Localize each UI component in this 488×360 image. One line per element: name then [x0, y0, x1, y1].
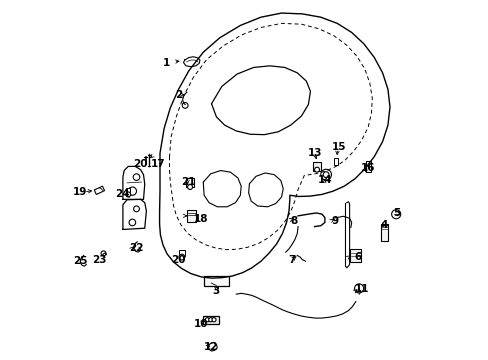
Polygon shape [94, 186, 104, 194]
Text: 3: 3 [212, 286, 219, 296]
Polygon shape [186, 178, 193, 188]
Circle shape [391, 210, 400, 219]
Circle shape [125, 192, 130, 197]
Circle shape [179, 254, 184, 260]
Circle shape [133, 174, 140, 180]
Text: 16: 16 [360, 163, 375, 174]
Text: 7: 7 [287, 255, 295, 265]
Polygon shape [203, 276, 228, 285]
Text: 1: 1 [162, 58, 169, 68]
Circle shape [314, 167, 319, 172]
Circle shape [182, 103, 188, 108]
Circle shape [205, 318, 209, 322]
Circle shape [208, 318, 212, 322]
Text: 6: 6 [353, 252, 361, 262]
Polygon shape [365, 161, 370, 172]
Circle shape [354, 284, 363, 293]
Text: 15: 15 [331, 142, 346, 152]
Circle shape [133, 206, 139, 212]
Text: 10: 10 [194, 319, 208, 329]
Text: 9: 9 [331, 216, 338, 226]
Circle shape [129, 219, 135, 226]
Circle shape [187, 185, 192, 189]
Text: 23: 23 [92, 255, 106, 265]
Text: 21: 21 [181, 177, 196, 187]
Polygon shape [333, 158, 337, 165]
Text: 11: 11 [354, 284, 368, 294]
Polygon shape [179, 250, 184, 256]
Text: 18: 18 [194, 214, 208, 224]
Text: 12: 12 [204, 342, 218, 352]
Circle shape [101, 251, 106, 256]
Text: 5: 5 [392, 208, 400, 218]
Polygon shape [187, 210, 196, 222]
Text: 22: 22 [129, 243, 143, 253]
Text: 25: 25 [74, 256, 88, 266]
Text: 8: 8 [290, 216, 297, 226]
Circle shape [128, 187, 136, 195]
Text: 14: 14 [317, 175, 331, 185]
Text: 4: 4 [380, 220, 387, 230]
Polygon shape [313, 162, 320, 171]
Polygon shape [126, 188, 130, 194]
Text: 13: 13 [306, 148, 321, 158]
Polygon shape [380, 224, 387, 241]
Circle shape [211, 318, 216, 322]
Text: 20: 20 [171, 255, 185, 265]
Polygon shape [350, 249, 361, 262]
Circle shape [323, 172, 328, 177]
Text: 24: 24 [115, 189, 130, 199]
Text: 19: 19 [72, 187, 87, 197]
Circle shape [320, 169, 331, 180]
Polygon shape [203, 316, 218, 324]
Text: 17: 17 [150, 158, 165, 168]
Text: 2: 2 [175, 90, 182, 100]
Text: 20: 20 [133, 158, 147, 168]
